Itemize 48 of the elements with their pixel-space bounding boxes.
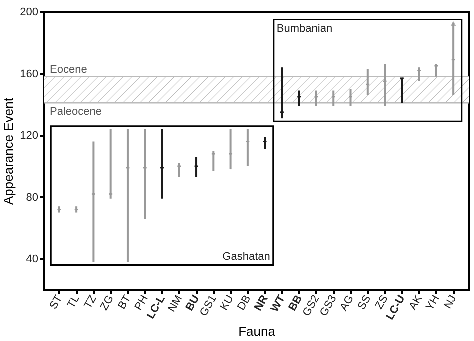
x-tick-label: KU xyxy=(218,293,237,313)
x-tick-label: YH xyxy=(424,293,442,313)
bar xyxy=(212,151,215,172)
x-tick-label: TZ xyxy=(82,293,100,312)
bar xyxy=(418,68,420,82)
y-tick-label: 80 xyxy=(26,192,38,204)
bar xyxy=(196,157,198,178)
x-tick-label: TL xyxy=(65,294,82,311)
x-tick-label: BT xyxy=(116,293,134,312)
bar xyxy=(366,69,369,96)
x-tick-label: NR xyxy=(252,293,271,314)
x-tick-label: DB xyxy=(236,294,254,313)
x-tick-label: WT xyxy=(268,293,288,314)
bar xyxy=(298,90,300,106)
x-tick-label: NJ xyxy=(442,294,460,312)
bar xyxy=(384,64,386,106)
bar xyxy=(281,68,284,119)
bar xyxy=(435,64,438,77)
y-tick-label: 160 xyxy=(20,68,38,80)
x-tick-label: AK xyxy=(407,292,426,312)
bar xyxy=(126,129,129,262)
x-tick-label: ST xyxy=(48,293,66,312)
y-tick-label: 200 xyxy=(20,6,38,18)
y-axis-title: Appearance Event xyxy=(1,98,16,205)
annotation: Gashatan xyxy=(222,251,270,264)
ref-line-label: Eocene xyxy=(50,64,88,76)
bar xyxy=(246,129,249,166)
bar xyxy=(161,129,164,199)
ref-line-label: Paleocene xyxy=(50,106,102,118)
bar xyxy=(92,142,95,262)
bar xyxy=(401,78,404,104)
bar xyxy=(332,90,335,106)
x-tick-label: ZS xyxy=(373,294,391,312)
x-tick-label: PH xyxy=(132,293,151,313)
x-tick-label: AG xyxy=(338,294,356,314)
bar xyxy=(315,90,318,106)
annotation: Bumbanian xyxy=(276,22,333,35)
x-tick-label: NM xyxy=(166,294,186,314)
bar xyxy=(350,89,352,106)
x-tick-label: ZG xyxy=(98,294,117,313)
bar xyxy=(144,129,146,219)
bar xyxy=(230,129,232,170)
x-tick-label: SS xyxy=(356,294,374,312)
x-axis-title: Fauna xyxy=(238,324,276,339)
bar xyxy=(110,129,112,199)
bar xyxy=(178,163,180,178)
y-tick-label: 40 xyxy=(26,254,38,266)
y-tick-label: 120 xyxy=(20,130,38,142)
